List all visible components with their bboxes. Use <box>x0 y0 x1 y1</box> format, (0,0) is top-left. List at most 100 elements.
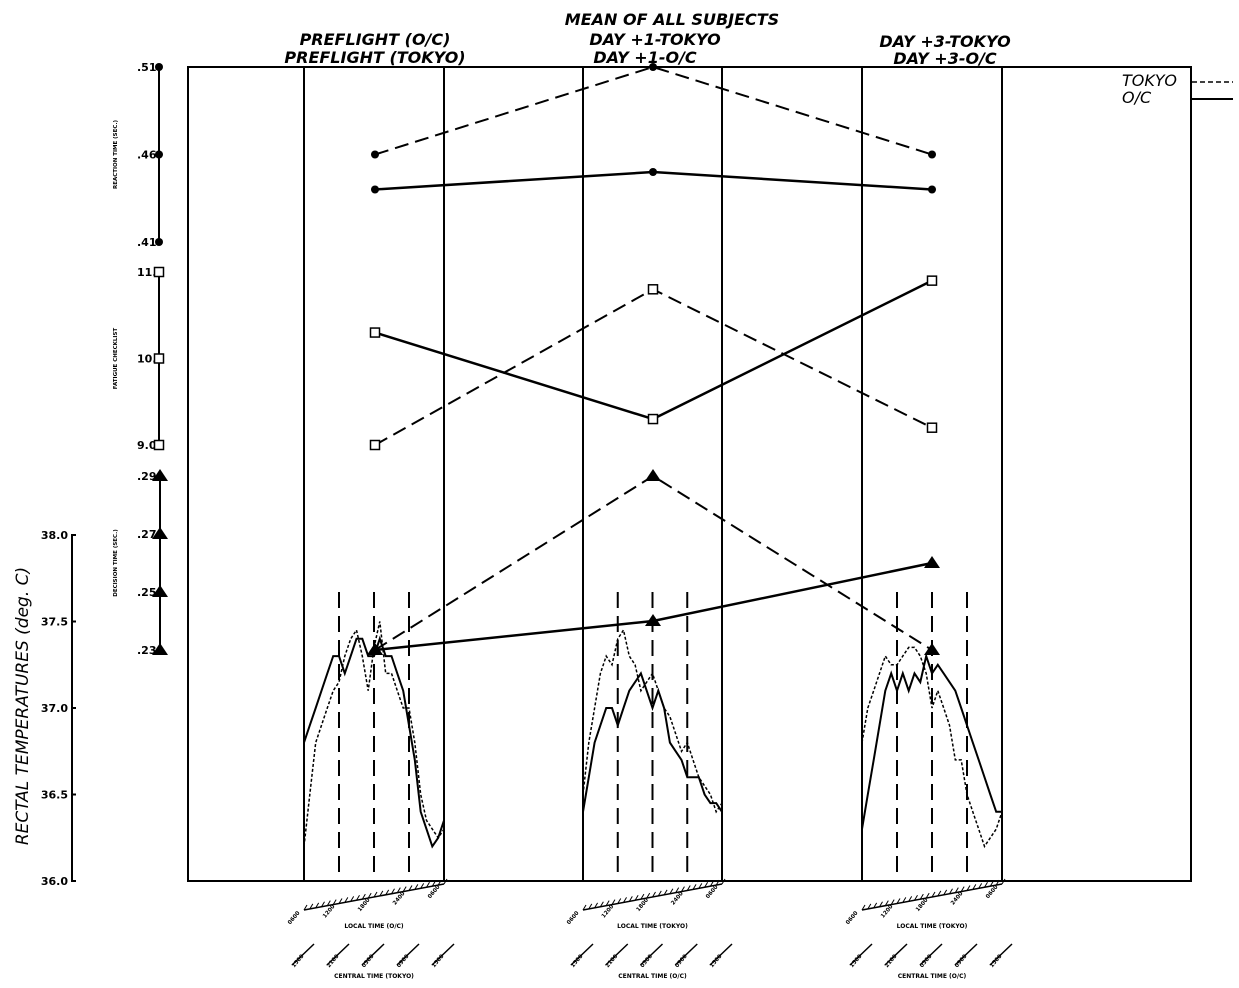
legend: TOKYO O/C <box>1122 71 1233 107</box>
local-minor-tick <box>396 887 401 893</box>
data-point-oc <box>371 185 379 194</box>
local-minor-tick <box>628 896 633 902</box>
local-minor-tick <box>402 886 407 892</box>
y-tick-label: .51 <box>137 61 157 74</box>
local-minor-tick <box>634 894 639 901</box>
central-tick-slash <box>570 943 594 966</box>
central-tick-label: 0900 <box>954 953 969 969</box>
local-minor-tick <box>657 890 662 897</box>
outer-border <box>187 66 1192 882</box>
y-tick-marker <box>155 238 163 246</box>
local-minor-tick <box>617 898 622 904</box>
local-tick-label: 0600 <box>845 910 860 926</box>
local-minor-tick <box>321 901 325 908</box>
local-minor-tick <box>884 900 889 906</box>
local-minor-tick <box>989 880 994 887</box>
local-minor-tick <box>954 887 959 893</box>
local-minor-tick <box>681 886 685 892</box>
central-tick-slash <box>919 943 943 966</box>
local-minor-tick <box>879 901 883 908</box>
reference-lines <box>338 592 968 881</box>
y-tick-marker <box>152 469 168 481</box>
local-minor-tick <box>594 902 599 909</box>
local-minor-tick <box>902 897 907 903</box>
y-tick-label: .41 <box>137 236 157 249</box>
local-minor-tick <box>692 884 697 890</box>
central-tick-label: 2100 <box>605 953 620 969</box>
local-minor-tick <box>669 888 674 895</box>
central-time-caption: CENTRAL TIME (O/C) <box>618 973 687 980</box>
legend-oc-label: O/C <box>1122 88 1152 107</box>
local-minor-tick <box>972 884 977 890</box>
local-minor-tick <box>582 904 587 911</box>
y-tick-marker <box>152 527 168 539</box>
central-tick-label: 1500 <box>709 953 724 969</box>
y-tick-marker <box>153 266 165 278</box>
local-minor-tick <box>914 894 918 901</box>
central-tick-slash <box>709 943 733 966</box>
plot-frame <box>187 66 1192 882</box>
y-tick-marker <box>152 643 168 655</box>
temp-tick-label: 37.5 <box>41 616 68 629</box>
y-tick-label: 9.0 <box>137 439 157 452</box>
data-point-tokyo <box>369 439 381 451</box>
local-minor-tick <box>861 904 866 911</box>
central-tick-slash <box>396 943 420 966</box>
data-point-oc <box>924 556 940 568</box>
local-minor-tick <box>391 888 395 895</box>
data-point-tokyo <box>924 643 940 655</box>
local-minor-tick <box>704 881 709 888</box>
local-minor-tick <box>350 896 355 902</box>
local-minor-tick <box>309 903 314 910</box>
data-point-tokyo <box>926 422 938 433</box>
local-minor-tick <box>978 883 983 889</box>
local-minor-tick <box>919 893 924 900</box>
local-minor-tick <box>908 896 913 902</box>
central-tick-slash <box>989 943 1013 966</box>
local-minor-tick <box>721 878 726 885</box>
series-line-tokyo <box>374 65 933 156</box>
data-point-oc <box>926 275 938 286</box>
local-minor-tick <box>960 886 965 892</box>
local-minor-tick <box>431 880 436 887</box>
local-minor-tick <box>303 904 308 911</box>
central-tick-slash <box>674 943 698 966</box>
central-tick-slash <box>326 943 350 966</box>
y-tick-label: .46 <box>137 149 157 162</box>
local-minor-tick <box>426 881 430 888</box>
temp-tick-label: 37.0 <box>41 702 68 715</box>
central-tick-slash <box>431 943 455 966</box>
local-minor-tick <box>949 888 953 895</box>
temp-curve-oc <box>861 652 1002 830</box>
central-tick-slash <box>291 943 315 966</box>
central-tick-slash <box>605 943 629 966</box>
central-tick-label: 1500 <box>989 953 1004 969</box>
local-minor-tick <box>663 889 668 896</box>
central-tick-label: 0900 <box>396 953 411 969</box>
y-tick-marker <box>153 353 165 364</box>
central-tick-slash <box>361 943 385 966</box>
data-point-oc <box>645 614 661 626</box>
local-minor-tick <box>373 891 378 898</box>
local-minor-tick <box>315 902 320 909</box>
main-title: MEAN OF ALL SUBJECTS <box>565 10 779 29</box>
temp-tick-label: 38.0 <box>41 529 68 542</box>
central-tick-label: 1500 <box>291 953 306 969</box>
data-point-oc <box>369 327 381 338</box>
local-minor-tick <box>646 892 651 899</box>
data-point-oc <box>367 643 383 655</box>
data-point-tokyo <box>649 63 657 71</box>
data-point-tokyo <box>647 284 659 295</box>
local-minor-tick <box>361 893 366 900</box>
local-minor-tick <box>715 879 720 886</box>
local-minor-tick <box>890 899 895 905</box>
local-minor-tick <box>332 899 337 905</box>
local-minor-tick <box>931 891 936 898</box>
central-tick-label: 0300 <box>640 953 655 969</box>
day3-tokyo-label: DAY +3-TOKYO <box>879 32 1011 51</box>
local-minor-tick <box>338 898 343 904</box>
local-minor-tick <box>896 898 901 904</box>
day1-oc-label: DAY +1-O/C <box>593 48 697 67</box>
local-minor-tick <box>443 878 448 885</box>
